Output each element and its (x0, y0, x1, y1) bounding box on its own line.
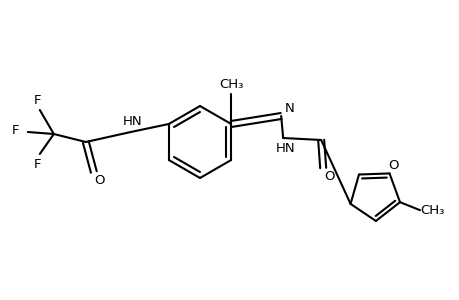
Text: CH₃: CH₃ (419, 204, 443, 217)
Text: O: O (323, 169, 334, 182)
Text: O: O (387, 159, 398, 172)
Text: F: F (12, 124, 20, 136)
Text: HN: HN (275, 142, 294, 154)
Text: HN: HN (123, 115, 142, 128)
Text: O: O (95, 173, 105, 187)
Text: N: N (284, 101, 293, 115)
Text: F: F (34, 158, 41, 170)
Text: F: F (34, 94, 41, 106)
Text: CH₃: CH₃ (218, 77, 243, 91)
